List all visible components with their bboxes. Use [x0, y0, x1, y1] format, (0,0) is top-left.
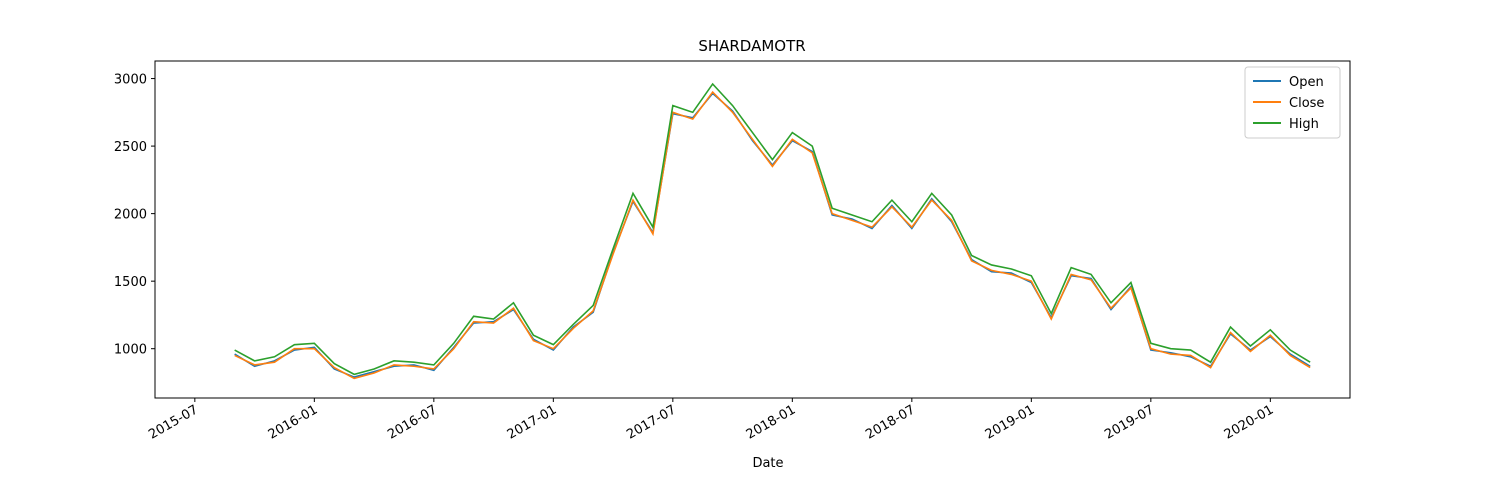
x-tick-label: 2016-07 [385, 402, 440, 442]
legend-label: High [1289, 117, 1319, 132]
legend-label: Close [1289, 96, 1324, 111]
x-tick-label: 2016-01 [266, 402, 321, 442]
y-tick-label: 1500 [114, 275, 147, 290]
x-tick-label: 2015-07 [146, 402, 201, 442]
legend-label: Open [1289, 75, 1324, 90]
y-tick-label: 2500 [114, 140, 147, 155]
x-tick-label: 2018-07 [863, 402, 918, 442]
y-tick-label: 2000 [114, 208, 147, 223]
legend-box [1244, 66, 1341, 139]
plot-frame [154, 60, 1351, 399]
line-series [234, 90, 1311, 380]
x-tick-label: 2018-01 [744, 402, 799, 442]
y-tick-label: 3000 [114, 73, 147, 88]
y-tick-label: 1000 [114, 343, 147, 358]
plot-area [234, 82, 1311, 380]
legend: Open Close High [1244, 66, 1341, 139]
chart-title: SHARDAMOTR [698, 37, 805, 55]
x-tick-label: 2017-07 [624, 402, 679, 442]
line-series [234, 92, 1311, 378]
x-tick-label: 2017-01 [505, 402, 560, 442]
x-axis-label: Date [752, 456, 783, 471]
line-series [234, 82, 1311, 376]
x-tick-label: 2020-01 [1222, 402, 1277, 442]
x-tick-label: 2019-07 [1102, 402, 1157, 442]
x-tick-label: 2019-01 [983, 402, 1038, 442]
